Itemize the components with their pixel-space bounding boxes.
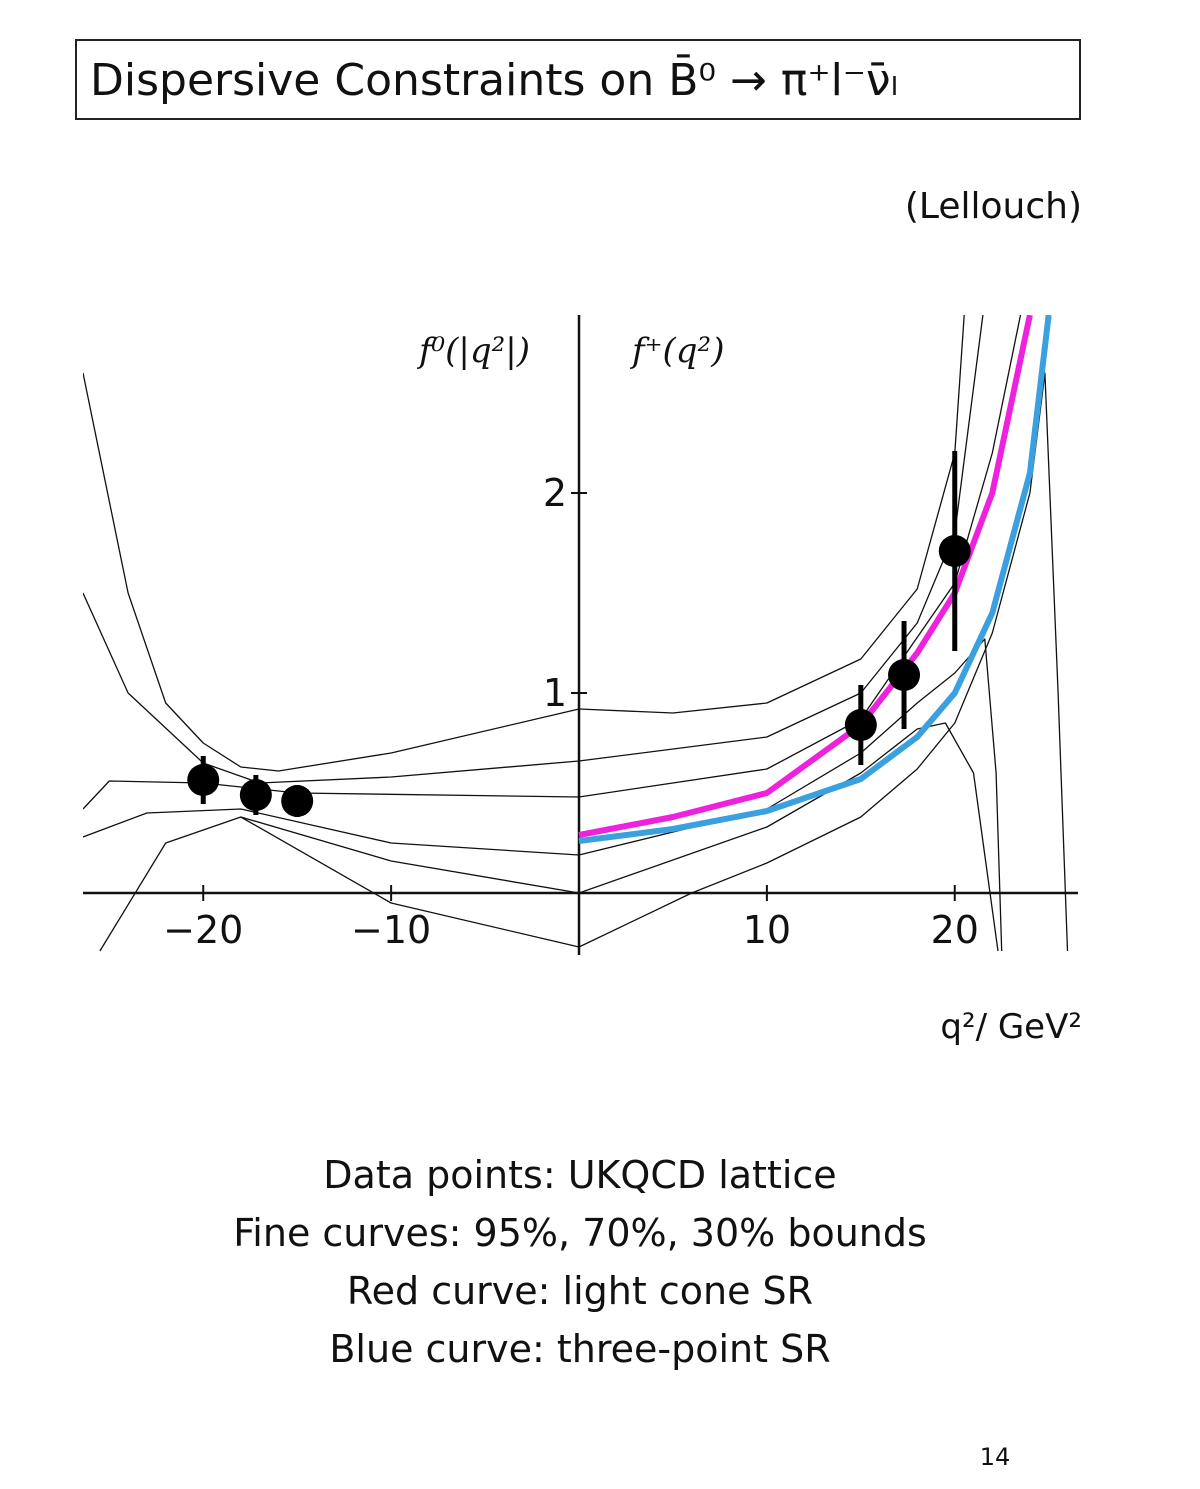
curve [578, 722, 999, 952]
curve [578, 315, 984, 762]
curves [83, 315, 1069, 952]
data-point [281, 785, 314, 817]
curve [83, 592, 580, 784]
page-number: 14 [980, 1443, 1011, 1471]
curve [578, 372, 1069, 952]
curve [83, 808, 580, 856]
title-box [75, 39, 1081, 120]
x-tick-label: 20 [931, 908, 979, 952]
curve [83, 372, 580, 772]
chart-title: Dispersive Constraints on B̄⁰ → π⁺l⁻ν̄ₗ [90, 53, 898, 106]
y-axis-label-right: f⁺(q²) [629, 331, 724, 371]
y-tick-label: 2 [543, 471, 567, 515]
data-point [888, 659, 921, 691]
curve [240, 816, 580, 948]
data-point [938, 535, 971, 567]
notes: Data points: UKQCD lattice Fine curves: 9… [233, 1153, 927, 1371]
x-tick-label: 10 [743, 908, 791, 952]
x-tick-label: −20 [163, 908, 243, 952]
note: Fine curves: 95%, 70%, 30% bounds [233, 1211, 927, 1255]
data-point [187, 764, 220, 796]
foreground: −20 −10 10 20 1 2 [163, 451, 979, 952]
y-tick-label: 1 [543, 671, 567, 715]
y-axis-label-left: f⁰(|q²|) [416, 331, 530, 371]
curve [578, 315, 1033, 838]
curve [578, 315, 1022, 798]
x-tick-label: −10 [351, 908, 431, 952]
source: (Lellouch) [905, 186, 1082, 227]
note: Blue curve: three-point SR [329, 1327, 830, 1371]
x-axis-label: q²/ GeV² [940, 1007, 1082, 1047]
curve [83, 780, 580, 810]
data-point [239, 779, 272, 811]
curve [578, 638, 1003, 952]
note: Red curve: light cone SR [347, 1269, 813, 1313]
curve [578, 315, 1052, 844]
data-point [844, 709, 877, 741]
note: Data points: UKQCD lattice [323, 1153, 836, 1197]
